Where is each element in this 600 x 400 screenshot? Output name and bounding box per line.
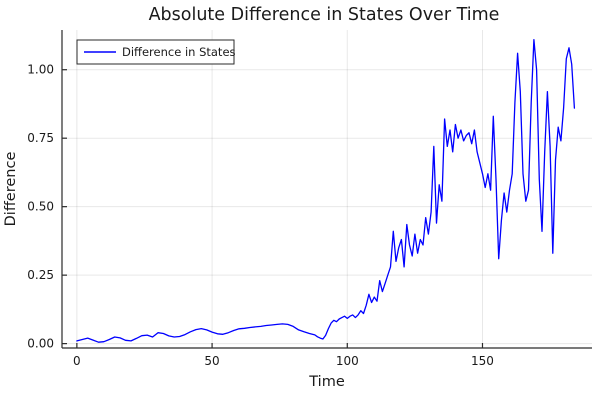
chart-title: Absolute Difference in States Over Time (149, 5, 500, 25)
y-axis-label: Difference (3, 152, 19, 227)
y-tick-label: 1.00 (27, 63, 54, 77)
difference-line (76, 38, 576, 343)
x-tick-label: 150 (471, 354, 494, 368)
y-tick-label: 0.75 (27, 131, 54, 145)
x-tick-label: 100 (336, 354, 359, 368)
x-axis-label: Time (308, 374, 345, 390)
legend: Difference in States (76, 39, 236, 65)
legend-label: Difference in States (122, 45, 236, 59)
y-tick-label: 0.50 (27, 200, 54, 214)
x-tick-label: 50 (204, 354, 219, 368)
axes: 0 50 100 150 0.00 0.25 0.50 0.75 1.00 (27, 30, 592, 368)
gridlines (62, 30, 592, 348)
y-tick-label: 0.00 (27, 337, 54, 351)
x-tick-label: 0 (73, 354, 81, 368)
y-tick-label: 0.25 (27, 268, 54, 282)
